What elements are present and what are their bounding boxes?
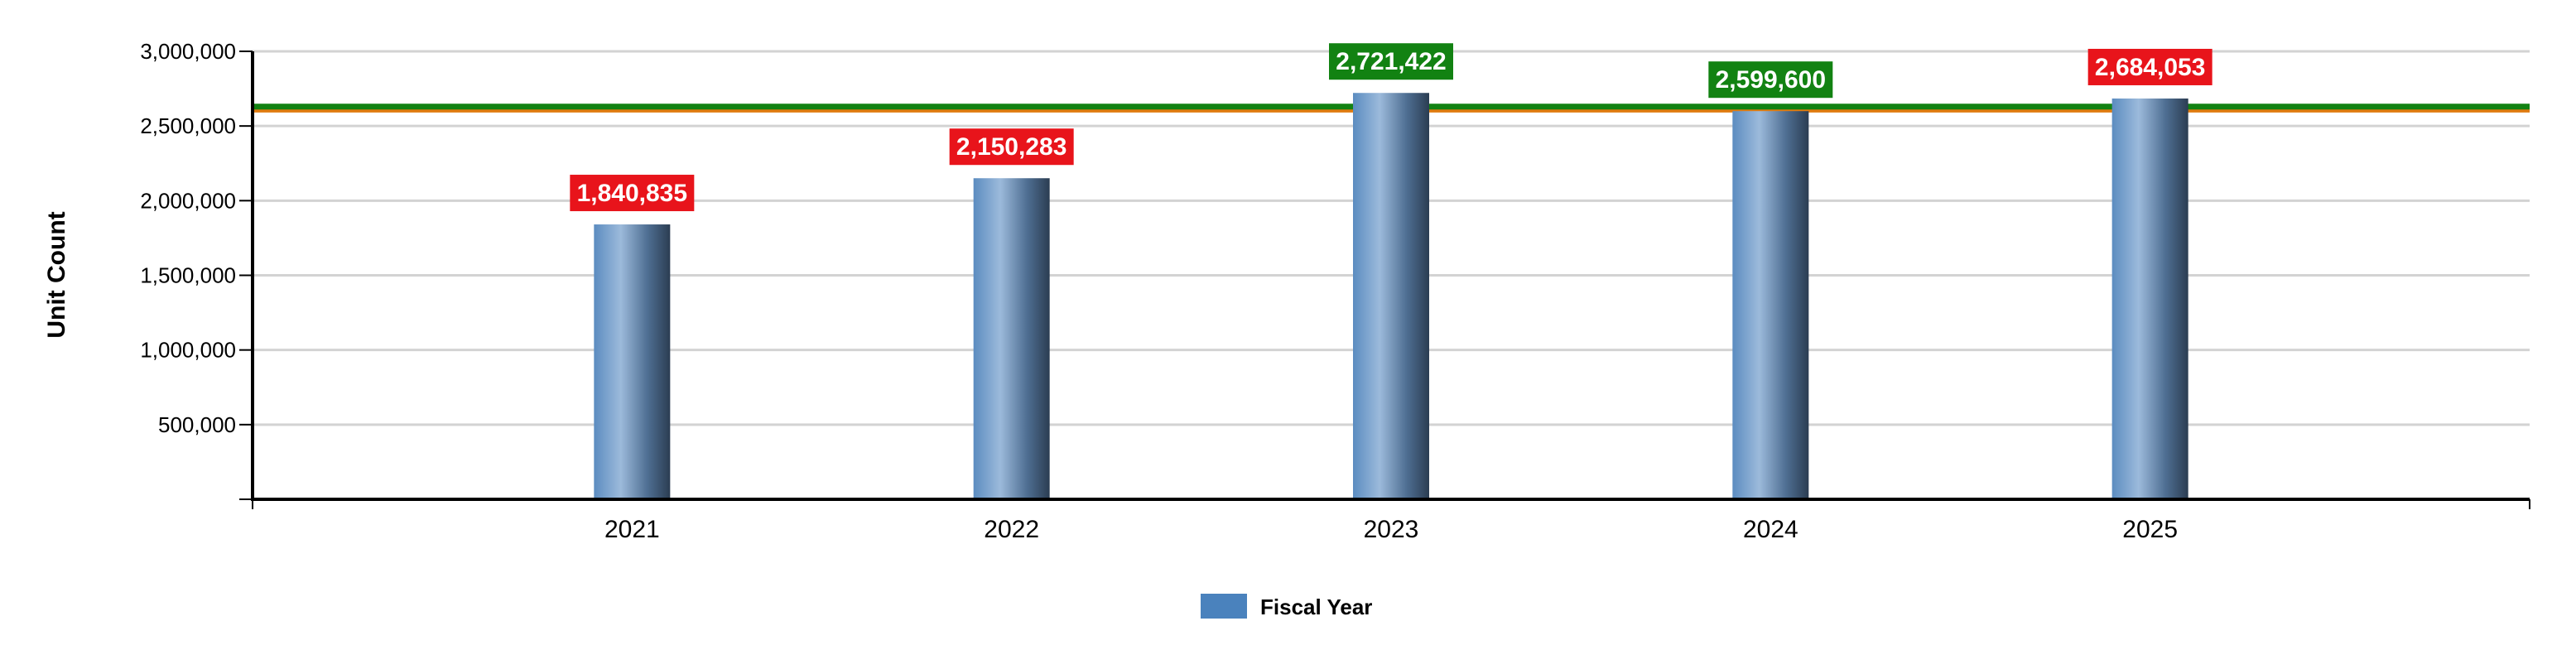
bar xyxy=(2111,98,2188,500)
axes: 500,000 1,000,000 1,500,000 2,000,000 2,500,… xyxy=(140,39,2530,543)
x-tick-label: 2022 xyxy=(984,516,1039,543)
y-tick-label: 2,000,000 xyxy=(140,188,236,213)
y-tick-label: 1,500,000 xyxy=(140,263,236,288)
data-label: 2,721,422 xyxy=(1336,48,1446,75)
data-labels: 1,840,835 2,150,283 2,721,422 2,599,600 2,68… xyxy=(570,43,2212,212)
y-axis-title: Unit Count xyxy=(43,211,70,338)
y-tick-label: 1,000,000 xyxy=(140,338,236,363)
bar xyxy=(973,178,1050,499)
x-tick-label: 2023 xyxy=(1364,516,1419,543)
bar xyxy=(1353,93,1429,499)
y-tick-label: 500,000 xyxy=(158,412,236,437)
x-tick-label: 2024 xyxy=(1743,516,1798,543)
data-label-box xyxy=(949,128,1074,166)
data-label-box xyxy=(1708,61,1833,99)
data-label-box xyxy=(2087,48,2212,85)
data-label-box xyxy=(570,175,695,212)
x-tick-label: 2025 xyxy=(2122,516,2178,543)
bar xyxy=(1732,111,1809,500)
data-label-box xyxy=(1329,43,1453,80)
data-label: 2,150,283 xyxy=(956,133,1067,161)
legend-swatch xyxy=(1201,594,1247,619)
data-label: 2,599,600 xyxy=(1716,66,1826,94)
bars xyxy=(594,93,2188,500)
legend[interactable]: Fiscal Year xyxy=(1201,594,1372,619)
bar xyxy=(594,224,671,499)
data-label: 1,840,835 xyxy=(577,180,687,207)
y-tick-label: 3,000,000 xyxy=(140,39,236,64)
legend-label: Fiscal Year xyxy=(1260,595,1372,619)
y-tick-label: 2,500,000 xyxy=(140,113,236,138)
x-tick-label: 2021 xyxy=(604,516,660,543)
data-label: 2,684,053 xyxy=(2095,54,2205,81)
